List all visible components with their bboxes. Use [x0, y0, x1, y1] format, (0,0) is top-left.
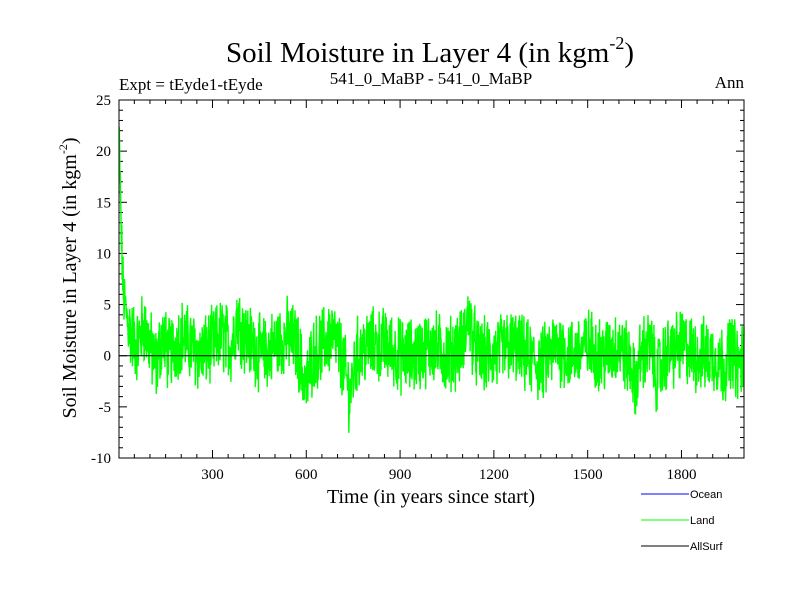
- x-tick-label: 1800: [666, 467, 696, 483]
- y-axis-label-sup: -2: [56, 144, 70, 154]
- land-series-line: [118, 126, 745, 433]
- legend: Ocean Land AllSurf: [641, 489, 723, 553]
- x-tick-label: 1500: [573, 467, 603, 483]
- axis-ticks: [119, 99, 745, 459]
- chart-title-close: ): [624, 37, 634, 69]
- y-tick-label: 25: [96, 93, 111, 109]
- y-tick-label: 5: [104, 298, 112, 314]
- y-tick-label: 10: [96, 246, 111, 262]
- subtitle-right: Ann: [715, 73, 745, 92]
- x-tick-label: 300: [201, 467, 224, 483]
- subtitle-left: Expt = tEyde1-tEyde: [119, 75, 263, 94]
- y-tick-label: -5: [99, 400, 112, 416]
- x-tick-label: 600: [295, 467, 318, 483]
- legend-ocean-label: Ocean: [690, 489, 722, 501]
- y-tick-label: 0: [104, 349, 112, 365]
- y-axis-label-text: Soil Moisture in Layer 4 (in kgm: [59, 154, 81, 419]
- legend-land-label: Land: [690, 515, 714, 527]
- axis-tick-labels: -10 -5 0 5 10 15 20 25 300 600 900 1200 1500 1800: [91, 93, 696, 483]
- subtitle-center: 541_0_MaBP - 541_0_MaBP: [330, 69, 532, 88]
- x-axis-label: Time (in years since start): [327, 486, 535, 508]
- chart-title-text: Soil Moisture in Layer 4 (in kgm: [226, 37, 610, 69]
- plot-frame: [118, 99, 745, 459]
- chart-title-sup: -2: [609, 33, 624, 53]
- x-tick-label: 900: [389, 467, 412, 483]
- x-tick-label: 1200: [479, 467, 509, 483]
- y-tick-label: 15: [96, 195, 111, 211]
- y-tick-label: 20: [96, 144, 111, 160]
- data-layer: [118, 126, 745, 433]
- y-tick-label: -10: [91, 451, 111, 467]
- chart-title: Soil Moisture in Layer 4 (in kgm-2): [226, 33, 634, 69]
- y-axis-label: Soil Moisture in Layer 4 (in kgm-2): [56, 137, 81, 418]
- y-axis-label-close: ): [59, 137, 81, 144]
- legend-allsurf-label: AllSurf: [690, 541, 723, 553]
